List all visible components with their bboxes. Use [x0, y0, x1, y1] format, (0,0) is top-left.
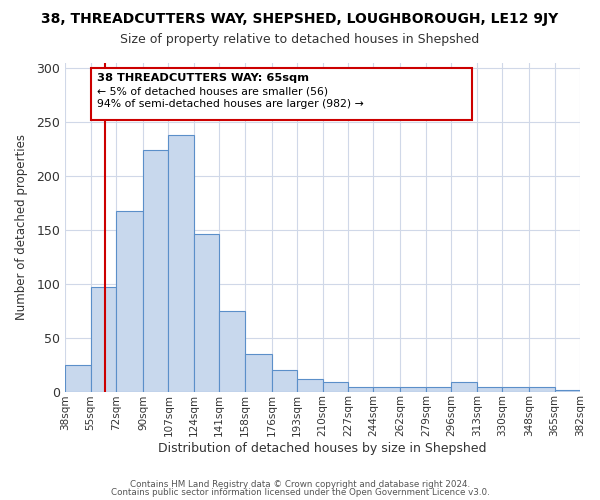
- Text: Contains public sector information licensed under the Open Government Licence v3: Contains public sector information licen…: [110, 488, 490, 497]
- Text: Size of property relative to detached houses in Shepshed: Size of property relative to detached ho…: [121, 32, 479, 46]
- Text: Contains HM Land Registry data © Crown copyright and database right 2024.: Contains HM Land Registry data © Crown c…: [130, 480, 470, 489]
- Bar: [529, 387, 554, 392]
- Bar: [272, 370, 297, 392]
- Bar: [116, 212, 143, 392]
- Bar: [245, 354, 272, 392]
- Bar: [373, 387, 400, 392]
- Bar: [554, 390, 580, 392]
- Bar: [91, 287, 116, 392]
- Bar: [400, 387, 426, 392]
- Bar: [502, 387, 529, 392]
- FancyBboxPatch shape: [91, 68, 472, 120]
- Bar: [477, 387, 502, 392]
- Bar: [169, 135, 194, 392]
- Y-axis label: Number of detached properties: Number of detached properties: [15, 134, 28, 320]
- Bar: [297, 378, 323, 392]
- Text: 38 THREADCUTTERS WAY: 65sqm: 38 THREADCUTTERS WAY: 65sqm: [97, 74, 308, 84]
- Bar: [65, 364, 91, 392]
- Bar: [426, 387, 451, 392]
- Bar: [348, 387, 373, 392]
- Text: 38, THREADCUTTERS WAY, SHEPSHED, LOUGHBOROUGH, LE12 9JY: 38, THREADCUTTERS WAY, SHEPSHED, LOUGHBO…: [41, 12, 559, 26]
- X-axis label: Distribution of detached houses by size in Shepshed: Distribution of detached houses by size …: [158, 442, 487, 455]
- Bar: [451, 382, 477, 392]
- Bar: [323, 382, 348, 392]
- Bar: [194, 234, 219, 392]
- Bar: [219, 310, 245, 392]
- Bar: [143, 150, 169, 392]
- Text: 94% of semi-detached houses are larger (982) →: 94% of semi-detached houses are larger (…: [97, 99, 363, 109]
- Text: ← 5% of detached houses are smaller (56): ← 5% of detached houses are smaller (56): [97, 86, 328, 96]
